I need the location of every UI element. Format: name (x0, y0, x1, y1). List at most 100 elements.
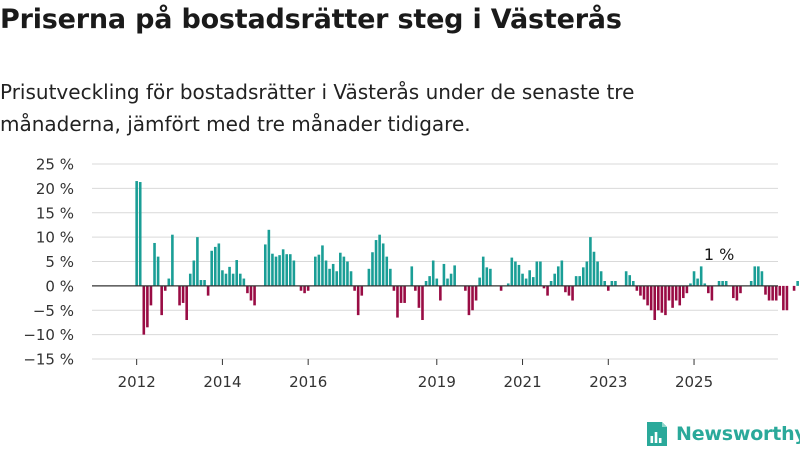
bars (135, 181, 799, 335)
bar (782, 285, 785, 311)
bar (203, 280, 206, 286)
bar (671, 285, 674, 308)
bar (278, 255, 281, 286)
bar (217, 243, 221, 286)
bar (449, 273, 453, 286)
bar (328, 268, 331, 286)
y-tick-label: −5 % (33, 302, 74, 320)
bar (314, 256, 317, 286)
bar (142, 285, 146, 335)
bar (199, 280, 203, 286)
bar (553, 273, 556, 286)
bar (149, 285, 153, 306)
bar (371, 252, 374, 286)
bar (360, 285, 364, 296)
bar (271, 253, 274, 286)
bar (253, 285, 256, 306)
bar (481, 256, 485, 286)
bar (428, 276, 431, 286)
bar (221, 270, 224, 286)
bar (178, 285, 181, 306)
bar (342, 256, 346, 286)
y-tick-label: 15 % (36, 204, 74, 222)
bar (732, 285, 735, 299)
bar (517, 264, 521, 286)
bar (242, 278, 246, 286)
bar (135, 181, 138, 286)
bar (414, 285, 417, 291)
bar (228, 266, 231, 286)
bar (535, 261, 539, 286)
bar (306, 285, 310, 291)
bar (539, 261, 542, 286)
bar (410, 266, 414, 286)
bar (606, 285, 610, 291)
x-tick-label: 2012 (118, 373, 156, 391)
bar (685, 285, 689, 294)
bar (674, 285, 678, 301)
bar (339, 252, 342, 286)
bar (335, 271, 339, 286)
bar (317, 254, 321, 286)
bar (424, 281, 428, 286)
y-tick-label: −15 % (23, 351, 74, 369)
bar (192, 260, 196, 286)
bar (696, 278, 699, 286)
bar (439, 285, 442, 301)
bar (389, 268, 392, 286)
bar (692, 271, 696, 286)
bar (421, 285, 424, 321)
bar (474, 285, 478, 301)
labels: 25 % 20 % 15 % 10 % 5 % 0 % −5 % −10 % −15 % 2012… (23, 156, 734, 392)
bar (603, 281, 607, 286)
bar (589, 237, 592, 286)
bar (757, 266, 760, 286)
bar (485, 267, 489, 286)
bar (464, 285, 467, 291)
bar (489, 268, 492, 286)
bar (749, 281, 753, 286)
bar (792, 285, 796, 291)
bar (560, 260, 564, 286)
bar (521, 273, 524, 286)
y-tick-label: −10 % (23, 326, 74, 344)
bar-chart: 25 % 20 % 15 % 10 % 5 % 0 % −5 % −10 % −15 % 2012… (23, 156, 799, 392)
bar (471, 285, 474, 311)
bar (185, 285, 188, 321)
y-tick-label: 5 % (45, 253, 74, 271)
bar (599, 271, 603, 286)
x-tick-label: 2014 (203, 373, 241, 391)
newsworthy-logo[interactable]: Newsworthy (644, 420, 800, 448)
bar (331, 263, 335, 286)
x-tick-label: 2019 (418, 373, 456, 391)
bar (592, 251, 596, 286)
bar (299, 285, 303, 291)
bar (628, 275, 632, 286)
bar (664, 285, 667, 316)
bar (374, 240, 378, 286)
bar (378, 234, 381, 286)
bar (546, 285, 549, 296)
newsworthy-logo-text: Newsworthy (676, 423, 800, 445)
bar (581, 267, 585, 286)
bar (292, 260, 296, 286)
bar (578, 276, 581, 286)
bar (596, 261, 599, 286)
bar (774, 285, 778, 301)
bar (689, 283, 692, 286)
bar (431, 260, 435, 286)
bar (321, 245, 324, 286)
bar (531, 277, 535, 286)
bar (188, 273, 192, 286)
bar (399, 285, 403, 303)
bar (632, 281, 635, 286)
bar (710, 285, 714, 301)
bar (510, 257, 514, 286)
bar (442, 263, 446, 286)
bar (771, 285, 774, 301)
bar (453, 265, 456, 286)
y-tick-label: 25 % (36, 156, 74, 174)
bar (703, 283, 707, 286)
chart-subtitle: Prisutveckling för bostadsrätter i Väste… (0, 80, 635, 136)
newsworthy-logo-icon (647, 422, 667, 446)
